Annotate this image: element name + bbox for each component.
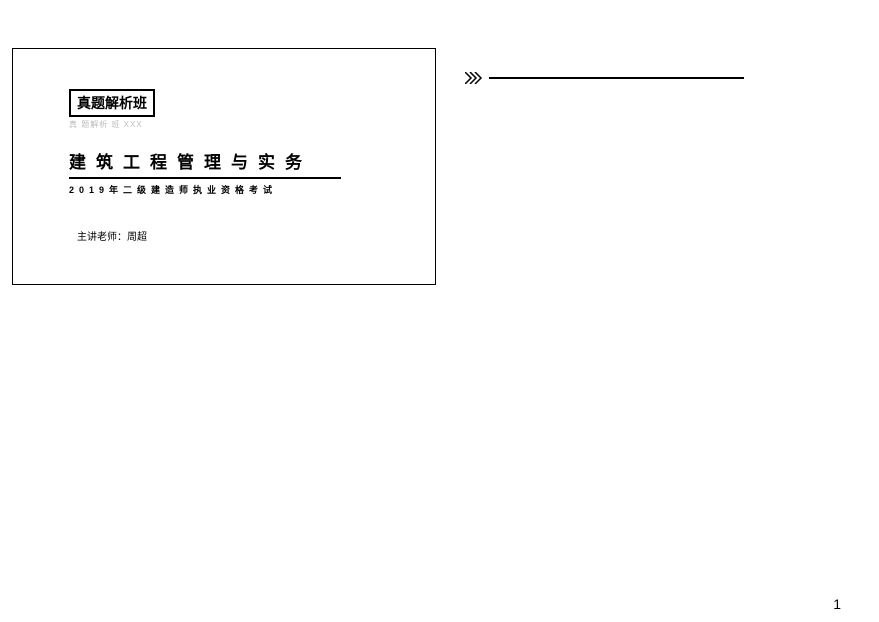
course-title: 建筑工程管理与实务 (69, 148, 341, 179)
chevron-right-icon (465, 72, 485, 84)
lecturer-line: 主讲老师：周超 (77, 228, 435, 243)
slide-content (465, 48, 879, 285)
slide-title: 真题解析班 真 题解析 班 XXX 建筑工程管理与实务 2019年二级建造师执业… (12, 48, 436, 285)
badge-label: 真题解析班 (69, 89, 155, 117)
section-header (465, 72, 879, 84)
course-badge: 真题解析班 真 题解析 班 XXX (69, 89, 435, 130)
course-subtitle: 2019年二级建造师执业资格考试 (69, 183, 341, 196)
presentation-handout-page: 真题解析班 真 题解析 班 XXX 建筑工程管理与实务 2019年二级建造师执业… (0, 0, 879, 622)
page-number: 1 (833, 596, 841, 612)
title-block: 建筑工程管理与实务 2019年二级建造师执业资格考试 (69, 148, 341, 196)
section-header-rule (489, 77, 744, 79)
badge-subtext: 真 题解析 班 XXX (69, 119, 435, 130)
